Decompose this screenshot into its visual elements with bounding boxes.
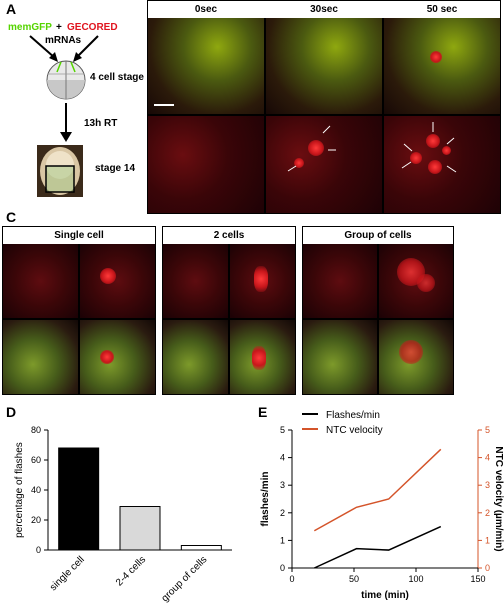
arrowhead-left bbox=[49, 52, 58, 62]
group-red-after bbox=[379, 244, 453, 318]
panel-a: memGFP + GECORED mRNAs 4 cell stage 13h … bbox=[0, 0, 145, 205]
scale-bar bbox=[154, 104, 174, 106]
right-y-tick-label: 4 bbox=[485, 453, 490, 463]
left-y-axis-title: flashes/min bbox=[260, 471, 271, 526]
merge-30sec-image bbox=[266, 18, 382, 114]
x-tick-label: single cell bbox=[48, 554, 87, 593]
flash-arrows-50sec bbox=[401, 122, 457, 173]
series-line bbox=[314, 525, 442, 569]
two-red-after bbox=[230, 244, 295, 318]
stage4-label: 4 cell stage bbox=[90, 72, 144, 83]
x-axis-title: time (min) bbox=[361, 590, 409, 601]
plus-label: + bbox=[56, 22, 62, 33]
left-y-tick-label: 0 bbox=[280, 563, 285, 573]
y-tick-label: 0 bbox=[36, 545, 41, 555]
stage14-embryo-photo bbox=[37, 145, 83, 197]
y-tick-label: 40 bbox=[31, 485, 41, 495]
single-red-before bbox=[3, 244, 78, 318]
left-y-tick-label: 3 bbox=[280, 480, 285, 490]
two-merge-after bbox=[230, 320, 295, 394]
panel-c-single: Single cell bbox=[2, 226, 156, 395]
header-30sec: 30sec bbox=[310, 4, 338, 15]
stage14-label: stage 14 bbox=[95, 163, 136, 174]
single-merge-before bbox=[3, 320, 78, 394]
x-tick-label: 150 bbox=[470, 574, 485, 584]
group-red-before bbox=[303, 244, 377, 318]
header-2-cells: 2 cells bbox=[213, 230, 245, 241]
two-red-before bbox=[163, 244, 228, 318]
bar bbox=[180, 545, 222, 551]
left-y-tick-label: 2 bbox=[280, 508, 285, 518]
group-merge-after bbox=[379, 320, 453, 394]
bar bbox=[119, 506, 161, 551]
injection-arrow-right bbox=[75, 35, 99, 59]
embryo-4-cell-icon bbox=[46, 60, 86, 100]
panel-b: 0sec 30sec 50 sec bbox=[147, 0, 501, 214]
memgfp-label: memGFP bbox=[8, 22, 52, 33]
y-tick-label: 20 bbox=[31, 515, 41, 525]
single-merge-after bbox=[80, 320, 155, 394]
y-axis-title: percentage of flashes bbox=[14, 442, 25, 538]
legend-label: Flashes/min bbox=[326, 410, 380, 421]
header-group-of-cells: Group of cells bbox=[344, 230, 412, 241]
red-0sec-image bbox=[148, 116, 264, 213]
right-y-tick-label: 2 bbox=[485, 508, 490, 518]
y-tick-label: 80 bbox=[31, 425, 41, 435]
panel-c-group: Group of cells bbox=[302, 226, 454, 395]
header-single-cell: Single cell bbox=[54, 230, 104, 241]
header-0sec: 0sec bbox=[194, 4, 218, 15]
header-50sec: 50 sec bbox=[426, 4, 458, 15]
x-tick-label: group of cells bbox=[160, 554, 210, 604]
left-y-tick-label: 4 bbox=[280, 453, 285, 463]
panel-label-e: E bbox=[258, 404, 268, 420]
rt-label: 13h RT bbox=[84, 118, 118, 129]
legend-label: NTC velocity bbox=[326, 425, 383, 436]
panel-label-d: D bbox=[6, 404, 17, 420]
single-red-after bbox=[80, 244, 155, 318]
left-y-tick-label: 5 bbox=[280, 425, 285, 435]
series-line bbox=[313, 448, 442, 532]
group-merge-before bbox=[303, 320, 377, 394]
red-50sec-image bbox=[384, 116, 500, 213]
x-tick-label: 100 bbox=[408, 574, 423, 584]
right-y-tick-label: 5 bbox=[485, 425, 490, 435]
x-tick-label: 2-4 cells bbox=[114, 554, 148, 588]
red-30sec-image bbox=[266, 116, 382, 213]
x-tick-label: 0 bbox=[289, 574, 294, 584]
x-tick-label: 50 bbox=[349, 574, 359, 584]
y-tick-label: 60 bbox=[31, 455, 41, 465]
time-arrowhead bbox=[60, 132, 72, 142]
left-y-tick-label: 1 bbox=[280, 535, 285, 545]
right-y-tick-label: 3 bbox=[485, 480, 490, 490]
two-merge-before bbox=[163, 320, 228, 394]
right-y-tick-label: 0 bbox=[485, 563, 490, 573]
flash-arrows-30sec bbox=[287, 125, 336, 172]
bar bbox=[58, 447, 100, 551]
panel-label-c: C bbox=[6, 209, 17, 225]
panel-label-a: A bbox=[6, 1, 17, 17]
bar-chart-flashes: 0 20 40 60 80 single cell 2-4 cells group of ce… bbox=[14, 425, 232, 604]
right-y-axis-title: NTC velocity (µm/min) bbox=[493, 446, 504, 551]
injection-arrow-left bbox=[29, 35, 56, 59]
mrnas-label: mRNAs bbox=[45, 35, 82, 46]
arrowhead-right bbox=[73, 52, 82, 62]
right-y-tick-label: 1 bbox=[485, 535, 490, 545]
panel-a-diagram bbox=[29, 35, 99, 197]
gecored-label: GECORED bbox=[67, 22, 118, 33]
panel-c-two: 2 cells bbox=[162, 226, 296, 395]
merge-0sec-image bbox=[148, 18, 264, 114]
merge-50sec-image bbox=[384, 18, 500, 114]
